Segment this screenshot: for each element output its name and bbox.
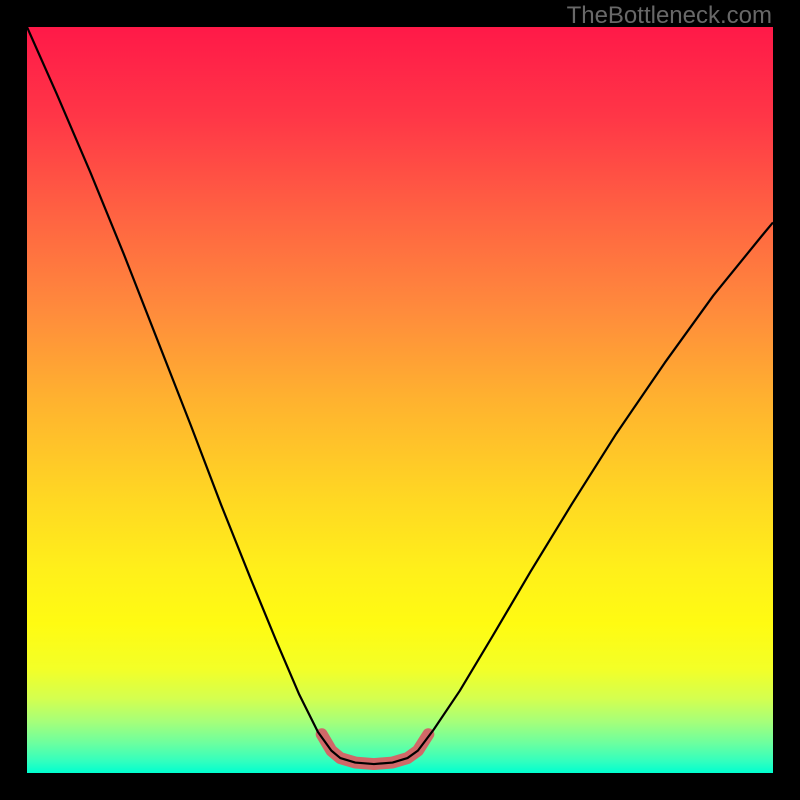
curve-main (27, 27, 773, 764)
curve-highlight (322, 734, 429, 764)
watermark-text: TheBottleneck.com (567, 2, 772, 30)
plot-area (27, 27, 773, 773)
stage: TheBottleneck.com (0, 0, 800, 800)
bottleneck-curve (27, 27, 773, 773)
